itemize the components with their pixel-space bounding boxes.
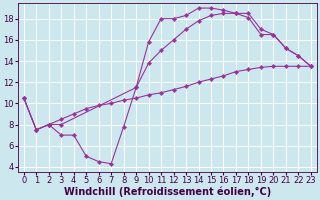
X-axis label: Windchill (Refroidissement éolien,°C): Windchill (Refroidissement éolien,°C): [64, 187, 271, 197]
